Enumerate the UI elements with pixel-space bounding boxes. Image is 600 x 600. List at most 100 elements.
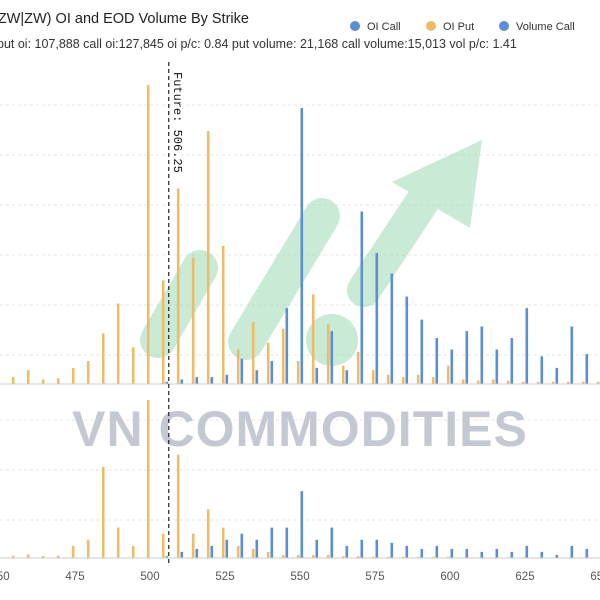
oi-bar-oi-put-555[interactable] — [311, 294, 315, 384]
oi-bar-oi-put-580[interactable] — [386, 374, 390, 384]
vol-bar-volume-call-615[interactable] — [495, 548, 499, 558]
vol-bar-volume-call-630[interactable] — [540, 551, 544, 558]
oi-bar-oi-put-645[interactable] — [581, 381, 585, 384]
vol-bar-volume-put-470[interactable] — [56, 555, 60, 558]
vol-bar-volume-call-635[interactable] — [555, 555, 559, 558]
oi-bar-oi-put-610[interactable] — [476, 380, 480, 384]
oi-bar-oi-call-540[interactable] — [270, 361, 274, 384]
vol-bar-volume-call-595[interactable] — [435, 545, 439, 558]
vol-bar-volume-call-570[interactable] — [360, 539, 364, 558]
vol-bar-volume-put-535[interactable] — [251, 548, 255, 558]
vol-bar-volume-put-475[interactable] — [71, 545, 75, 558]
vol-bar-volume-put-565[interactable] — [341, 556, 345, 558]
oi-bar-oi-put-605[interactable] — [461, 379, 465, 384]
vol-bar-volume-call-555[interactable] — [315, 539, 319, 558]
oi-bar-oi-put-635[interactable] — [551, 381, 555, 384]
vol-bar-volume-put-555[interactable] — [311, 555, 315, 558]
vol-bar-volume-call-600[interactable] — [450, 548, 454, 558]
oi-bar-oi-put-475[interactable] — [71, 367, 75, 384]
vol-bar-volume-put-465[interactable] — [41, 556, 45, 558]
legend[interactable]: OI Call OI Put Volume Call — [350, 21, 575, 33]
vol-bar-volume-put-500[interactable] — [146, 400, 150, 558]
oi-bar-oi-call-530[interactable] — [240, 358, 244, 384]
oi-bar-oi-call-605[interactable] — [465, 331, 469, 384]
oi-bar-oi-put-515[interactable] — [191, 257, 195, 385]
vol-bar-volume-put-600[interactable] — [446, 556, 450, 558]
oi-bar-oi-put-615[interactable] — [491, 379, 495, 384]
vol-bar-volume-put-540[interactable] — [266, 551, 270, 558]
oi-bar-oi-put-505[interactable] — [161, 280, 165, 385]
vol-bar-volume-put-455[interactable] — [11, 555, 15, 558]
vol-bar-volume-put-490[interactable] — [116, 527, 120, 558]
oi-bar-oi-put-595[interactable] — [431, 377, 435, 384]
vol-bar-volume-put-545[interactable] — [281, 555, 285, 558]
vol-bar-volume-put-525[interactable] — [221, 527, 225, 558]
oi-bar-oi-put-585[interactable] — [401, 377, 405, 384]
oi-bar-oi-call-585[interactable] — [405, 296, 409, 384]
vol-bar-volume-put-550[interactable] — [296, 555, 300, 558]
oi-bar-oi-put-550[interactable] — [296, 361, 300, 384]
oi-bar-oi-put-485[interactable] — [101, 333, 105, 384]
vol-bar-volume-put-560[interactable] — [326, 555, 330, 558]
vol-bar-volume-call-645[interactable] — [585, 548, 589, 558]
vol-bar-volume-put-485[interactable] — [101, 466, 105, 558]
oi-bar-oi-call-520[interactable] — [210, 377, 214, 384]
oi-bar-oi-call-565[interactable] — [345, 370, 349, 384]
oi-bar-oi-call-600[interactable] — [450, 349, 454, 385]
oi-bar-oi-put-530[interactable] — [236, 349, 240, 385]
oi-bar-oi-put-630[interactable] — [536, 381, 540, 384]
oi-bar-oi-put-565[interactable] — [341, 365, 345, 384]
vol-bar-volume-put-520[interactable] — [206, 509, 210, 558]
vol-bar-volume-call-625[interactable] — [525, 545, 529, 558]
vol-bar-volume-put-505[interactable] — [161, 533, 165, 558]
oi-bar-oi-call-645[interactable] — [585, 354, 589, 384]
oi-bar-oi-put-625[interactable] — [521, 381, 525, 384]
vol-bar-volume-put-495[interactable] — [131, 545, 135, 558]
vol-bar-volume-call-585[interactable] — [405, 545, 409, 558]
oi-bar-oi-call-640[interactable] — [570, 326, 574, 385]
vol-bar-volume-put-570[interactable] — [356, 556, 360, 558]
vol-bar-volume-call-550[interactable] — [300, 491, 304, 558]
vol-bar-volume-call-640[interactable] — [570, 545, 574, 558]
oi-bar-oi-call-620[interactable] — [510, 338, 514, 384]
vol-bar-volume-put-590[interactable] — [416, 556, 420, 558]
vol-bar-volume-put-515[interactable] — [191, 533, 195, 558]
vol-bar-volume-call-505[interactable] — [165, 556, 169, 558]
oi-bar-oi-put-640[interactable] — [566, 381, 570, 384]
oi-bar-oi-call-510[interactable] — [180, 379, 184, 384]
vol-bar-volume-call-575[interactable] — [375, 539, 379, 558]
oi-bar-oi-call-550[interactable] — [300, 108, 304, 384]
vol-bar-volume-call-580[interactable] — [390, 542, 394, 558]
oi-bar-oi-call-580[interactable] — [390, 273, 394, 384]
vol-bar-volume-put-530[interactable] — [236, 545, 240, 558]
vol-bar-volume-put-480[interactable] — [86, 539, 90, 558]
vol-bar-volume-call-590[interactable] — [420, 548, 424, 558]
oi-bar-oi-call-560[interactable] — [330, 331, 334, 384]
oi-bar-oi-put-470[interactable] — [56, 378, 60, 385]
legend-item-volume-call[interactable]: Volume Call — [499, 21, 575, 33]
oi-bar-oi-put-525[interactable] — [221, 246, 225, 384]
oi-bar-oi-put-465[interactable] — [41, 379, 45, 384]
oi-bar-oi-put-545[interactable] — [281, 328, 285, 384]
oi-bar-oi-call-610[interactable] — [480, 326, 484, 385]
oi-bar-oi-call-555[interactable] — [315, 367, 319, 384]
oi-bar-oi-call-630[interactable] — [540, 356, 544, 384]
vol-bar-volume-put-460[interactable] — [26, 554, 30, 558]
vol-bar-volume-call-610[interactable] — [480, 551, 484, 558]
vol-bar-volume-put-580[interactable] — [386, 556, 390, 558]
vol-bar-volume-call-520[interactable] — [210, 545, 214, 558]
oi-bar-oi-put-540[interactable] — [266, 342, 270, 384]
oi-bar-oi-put-620[interactable] — [506, 380, 510, 384]
vol-bar-volume-call-620[interactable] — [510, 551, 514, 558]
oi-bar-oi-put-590[interactable] — [416, 374, 420, 384]
vol-bar-volume-put-585[interactable] — [401, 556, 405, 558]
oi-bar-oi-call-515[interactable] — [195, 377, 199, 384]
oi-bar-oi-put-460[interactable] — [26, 370, 30, 384]
oi-bar-oi-call-505[interactable] — [165, 381, 169, 384]
oi-bar-oi-put-490[interactable] — [116, 303, 120, 385]
vol-bar-volume-put-510[interactable] — [176, 454, 180, 558]
vol-bar-volume-call-545[interactable] — [285, 527, 289, 558]
vol-bar-volume-put-575[interactable] — [371, 556, 375, 558]
vol-bar-volume-call-540[interactable] — [270, 527, 274, 558]
oi-bar-oi-call-590[interactable] — [420, 319, 424, 384]
